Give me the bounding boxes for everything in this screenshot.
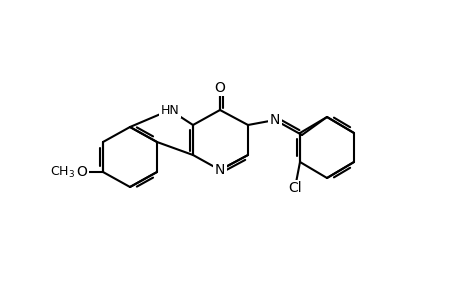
Text: HN: HN [160, 103, 179, 116]
Text: O: O [214, 81, 225, 95]
Text: N: N [269, 113, 280, 127]
Text: Cl: Cl [287, 181, 301, 195]
Text: O: O [76, 165, 87, 179]
Text: N: N [214, 163, 225, 177]
Text: CH$_3$: CH$_3$ [50, 164, 75, 179]
